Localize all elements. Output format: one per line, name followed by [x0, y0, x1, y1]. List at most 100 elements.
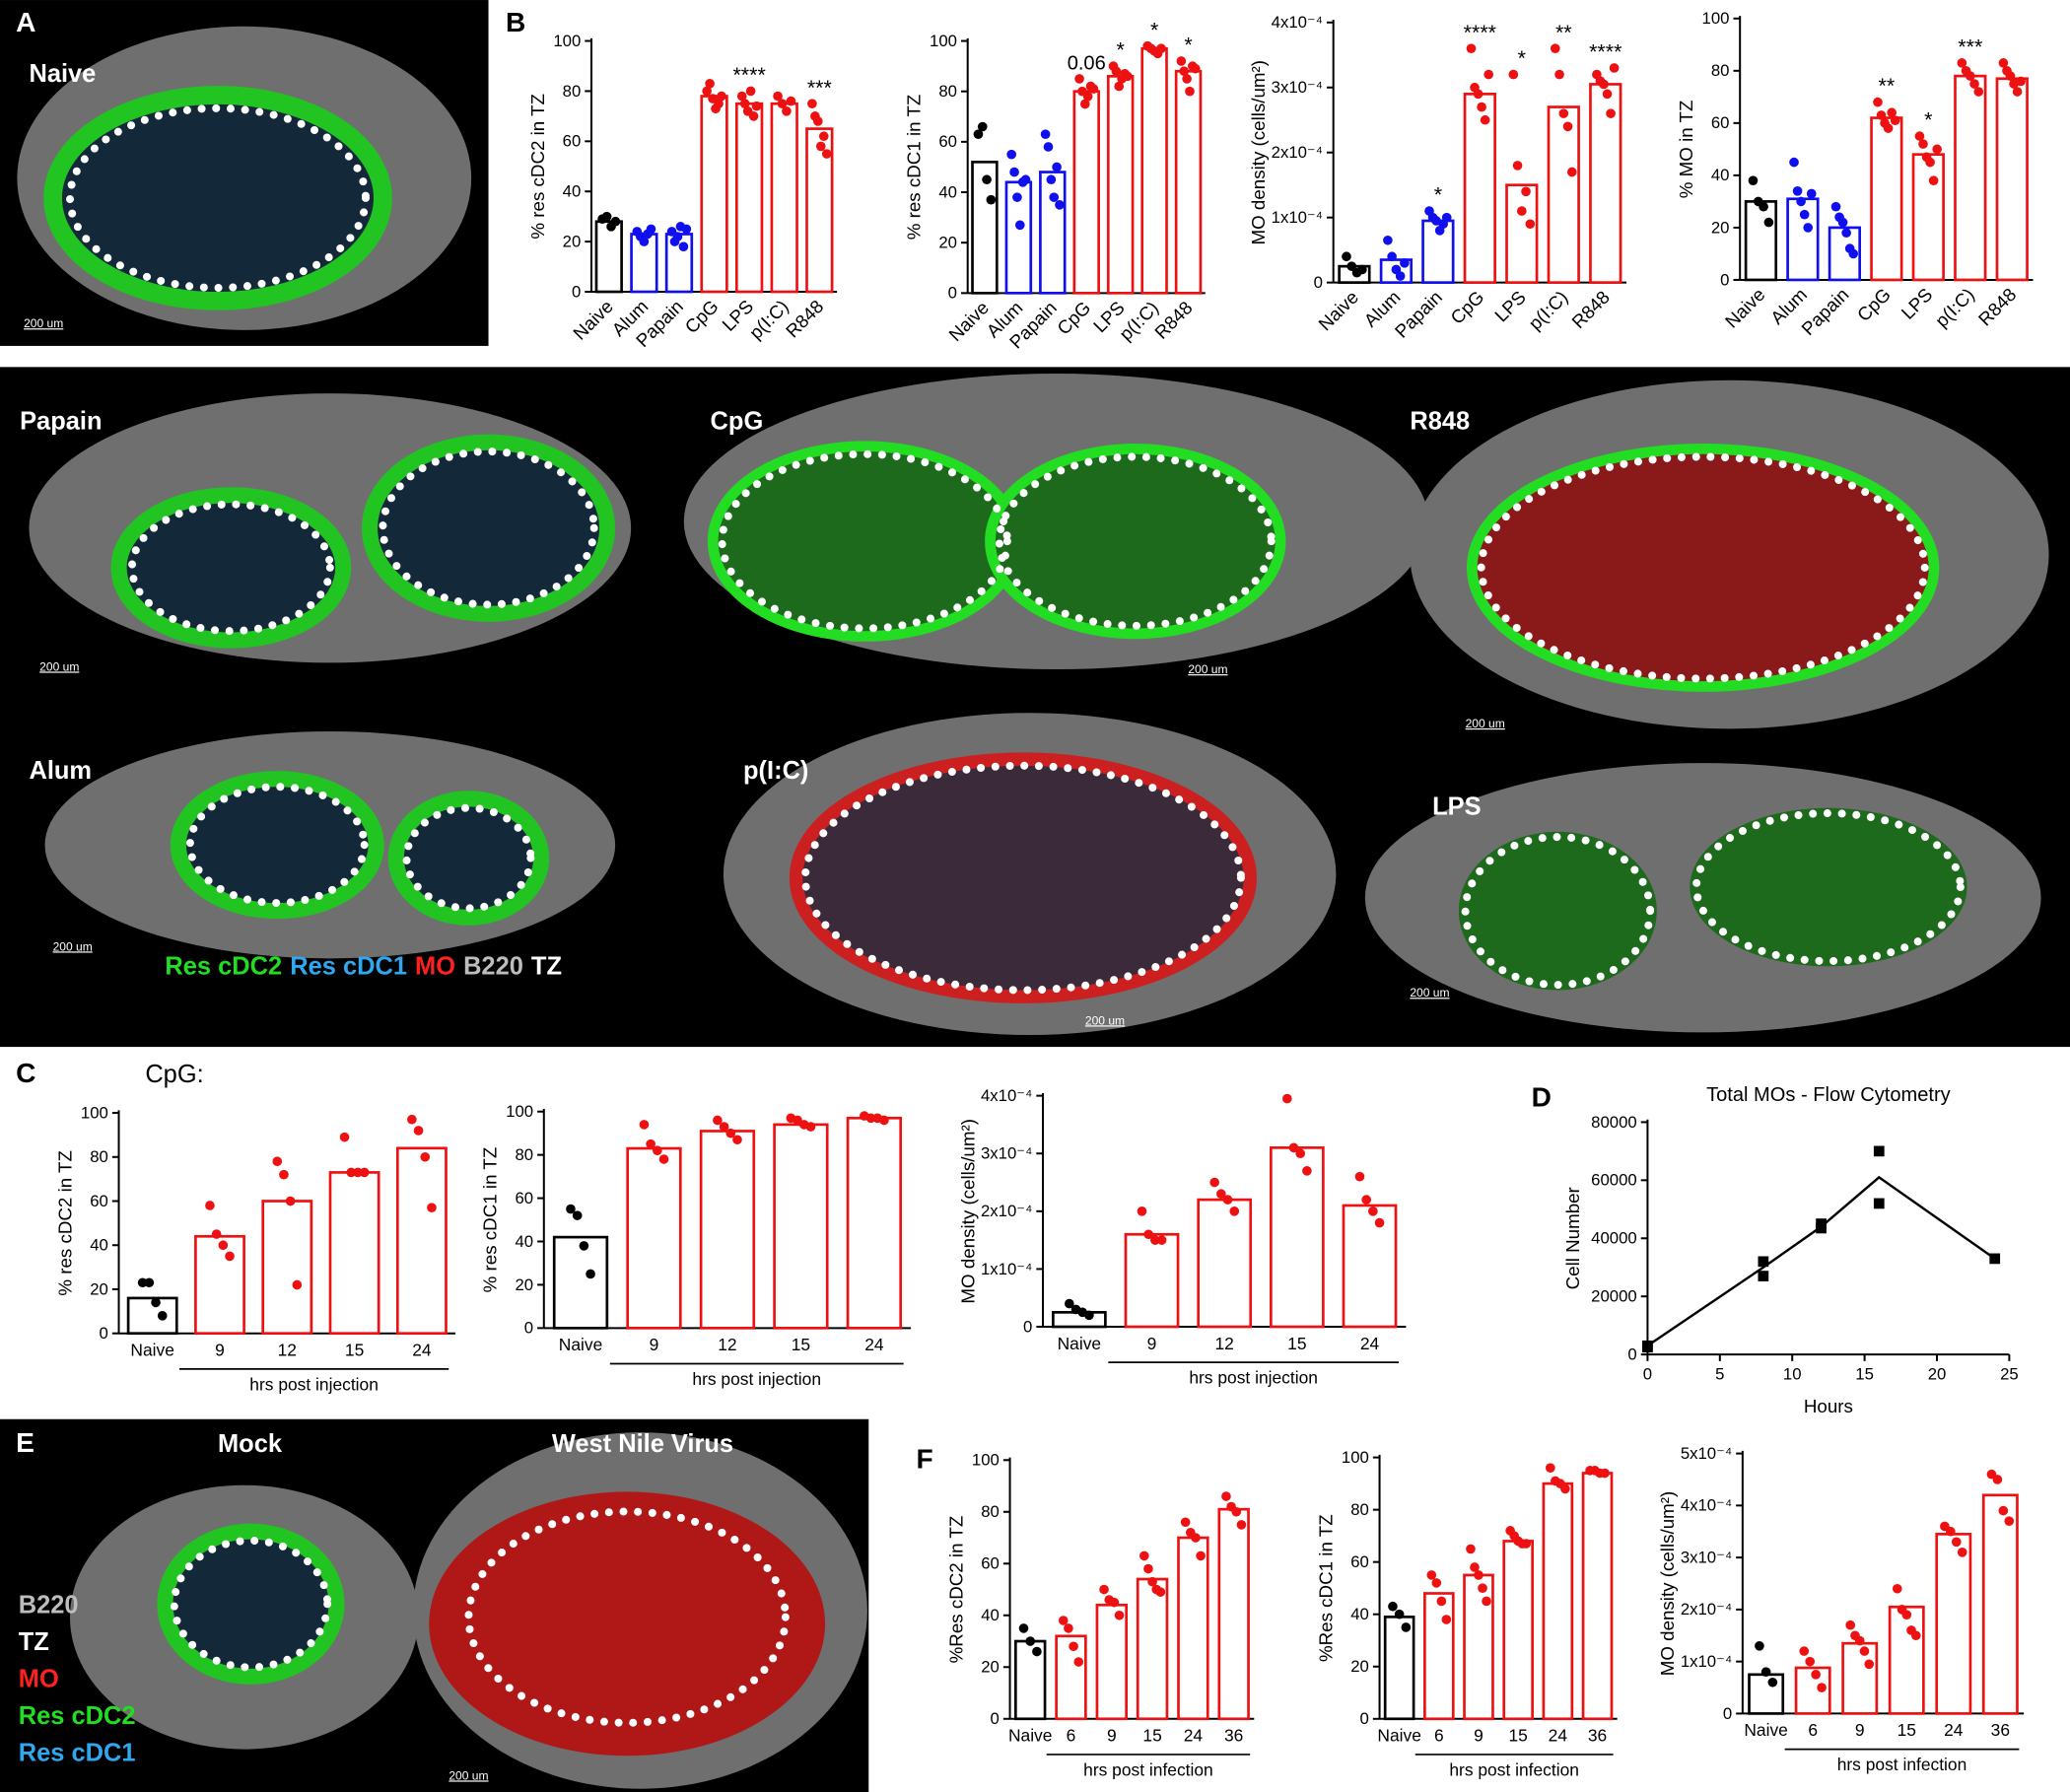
data-point — [1965, 71, 1975, 81]
data-point — [292, 1279, 303, 1290]
bar — [1505, 183, 1539, 284]
x-tick-label: CpG — [1853, 284, 1895, 325]
tz-outline — [800, 761, 1245, 995]
data-point — [1516, 206, 1527, 216]
x-tick-label: 9 — [1855, 1720, 1865, 1740]
data-point — [646, 1138, 656, 1149]
bar — [1269, 1146, 1325, 1329]
data-point — [218, 1240, 229, 1251]
data-point — [1020, 174, 1031, 185]
data-point — [1216, 1189, 1226, 1200]
x-tick-label: 24 — [864, 1335, 884, 1354]
y-tick-label: 60 — [1711, 113, 1730, 132]
x-tick-label: Naive — [559, 1335, 603, 1354]
data-point — [1789, 157, 1799, 168]
data-point — [751, 101, 762, 111]
data-point — [732, 1135, 742, 1145]
bar — [1748, 1673, 1785, 1715]
data-point — [1295, 1148, 1306, 1159]
data-point — [717, 91, 726, 102]
x-tick-label: 9 — [215, 1340, 225, 1359]
x-tick-label: 6 — [1067, 1726, 1076, 1746]
data-point — [1040, 129, 1051, 140]
data-point — [1642, 1340, 1653, 1351]
x-tick-label: 12 — [278, 1340, 297, 1359]
y-axis-label: % res cDC1 in TZ — [903, 95, 924, 241]
y-axis-label: MO density (cells/um²) — [1657, 1491, 1678, 1677]
tz-outline — [1461, 833, 1655, 990]
data-point — [1111, 66, 1122, 77]
bar — [846, 1116, 903, 1330]
data-point — [1811, 1670, 1821, 1680]
x-tick-label: 36 — [1588, 1726, 1607, 1746]
data-point — [1478, 1583, 1487, 1594]
tissue-naive — [17, 26, 472, 330]
x-tick-label: 15 — [792, 1335, 810, 1354]
image-label: LPS — [1432, 793, 1481, 820]
tissue-wnv — [413, 1432, 867, 1789]
data-point — [1346, 261, 1357, 271]
y-tick-label: 40 — [1711, 166, 1730, 184]
data-point — [353, 1167, 363, 1178]
y-tick-label: 80 — [938, 82, 957, 101]
data-point — [1143, 1563, 1153, 1574]
data-point — [1466, 1544, 1476, 1554]
bar — [1828, 226, 1861, 282]
data-point — [1236, 1520, 1247, 1530]
tz-outline — [127, 500, 334, 636]
y-axis-label: % MO in TZ — [1676, 101, 1696, 199]
data-point — [225, 1251, 235, 1262]
bar — [770, 102, 798, 294]
x-tick-label: 24 — [1549, 1726, 1568, 1746]
x-tick-label: Naive — [1008, 1726, 1053, 1746]
data-point — [1796, 196, 1806, 207]
y-tick-label: 2x10⁻⁴ — [981, 1202, 1032, 1220]
image-label: Papain — [20, 407, 102, 435]
data-point — [1025, 1636, 1036, 1646]
data-point — [1426, 1570, 1437, 1580]
x-tick-label: CpG — [1446, 287, 1487, 328]
data-point — [359, 1167, 370, 1178]
data-point — [1998, 1505, 2009, 1516]
bar — [126, 1296, 178, 1336]
y-tick-label: 4x10⁻⁴ — [1272, 13, 1323, 32]
data-point — [807, 99, 817, 108]
tz-outline — [185, 783, 369, 908]
y-tick-label: 20 — [938, 234, 957, 252]
significance-label: *** — [1958, 34, 1982, 58]
legend-entry: Res cDC1 — [19, 1740, 136, 1767]
data-point — [1361, 1195, 1371, 1205]
data-point — [144, 1277, 155, 1288]
y-tick-label: 0 — [1627, 1344, 1636, 1363]
data-point — [407, 1114, 417, 1125]
data-point — [1760, 1667, 1771, 1678]
data-point — [1084, 1310, 1094, 1321]
data-point — [346, 1167, 357, 1178]
panel-label: E — [16, 1427, 34, 1458]
data-point — [1231, 1506, 1242, 1517]
significance-label: **** — [732, 63, 765, 87]
data-point — [1817, 1683, 1827, 1692]
y-tick-label: 100 — [81, 1103, 108, 1122]
data-point — [646, 224, 656, 235]
x-tick-label: 20 — [1928, 1365, 1947, 1384]
data-point — [1521, 1539, 1532, 1549]
data-point — [2004, 1516, 2015, 1526]
image-label: Alum — [29, 757, 92, 785]
data-point — [786, 96, 796, 106]
scale-bar-label: 200 um — [53, 939, 93, 953]
x-tick-label: Naive — [1744, 1720, 1788, 1740]
bar — [1954, 74, 1987, 282]
data-point — [1554, 69, 1564, 80]
legend-entry: Res cDC2 — [165, 952, 282, 980]
data-point — [1288, 1142, 1299, 1153]
tz-outline — [402, 803, 535, 913]
data-point — [1139, 1551, 1149, 1561]
data-point — [1012, 192, 1022, 202]
x-tick-label: 36 — [1224, 1726, 1243, 1746]
data-point — [1799, 1646, 1810, 1656]
data-point — [1546, 1463, 1555, 1474]
data-point — [672, 232, 683, 241]
bar — [1423, 1592, 1455, 1721]
bar — [1039, 171, 1067, 295]
